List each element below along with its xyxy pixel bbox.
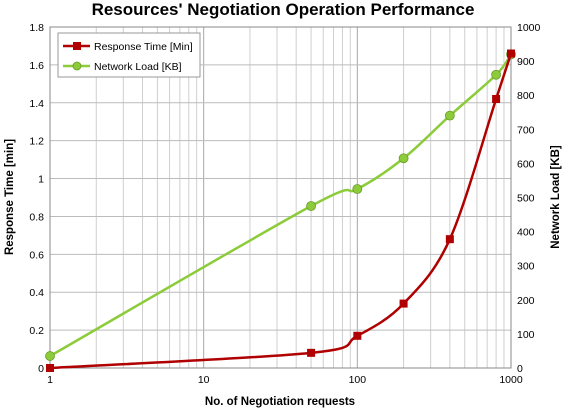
- left-tick-label: 1.4: [29, 98, 44, 110]
- data-point-network-load: [353, 184, 362, 193]
- x-tick-label: 1: [47, 374, 53, 386]
- chart-title: Resources' Negotiation Operation Perform…: [92, 0, 475, 19]
- right-tick-label: 300: [517, 261, 535, 273]
- data-point-response-time: [507, 50, 515, 58]
- x-tick-label: 10: [198, 374, 210, 386]
- data-point-network-load: [399, 154, 408, 163]
- left-tick-label: 0: [38, 363, 44, 375]
- legend-marker-network-load: [73, 62, 81, 70]
- right-tick-label: 100: [517, 329, 535, 341]
- right-tick-label: 1000: [517, 22, 541, 34]
- right-tick-label: 900: [517, 56, 535, 68]
- x-tick-label: 100: [349, 374, 367, 386]
- left-tick-label: 0.6: [29, 249, 44, 261]
- data-point-response-time: [400, 300, 408, 308]
- left-tick-label: 1.2: [29, 136, 44, 148]
- right-tick-label: 200: [517, 295, 535, 307]
- data-point-response-time: [492, 95, 500, 103]
- data-point-response-time: [307, 349, 315, 357]
- x-tick-label: 1000: [499, 374, 523, 386]
- data-point-network-load: [492, 70, 501, 79]
- data-point-response-time: [46, 364, 54, 372]
- left-tick-label: 0.8: [29, 211, 44, 223]
- right-tick-label: 700: [517, 124, 535, 136]
- legend-marker-response-time: [73, 42, 81, 50]
- data-point-response-time: [446, 235, 454, 243]
- right-tick-label: 400: [517, 227, 535, 239]
- left-tick-label: 1: [38, 174, 44, 186]
- data-point-network-load: [445, 111, 454, 120]
- data-point-network-load: [46, 352, 55, 361]
- left-tick-label: 0.4: [29, 287, 44, 299]
- right-tick-label: 800: [517, 90, 535, 102]
- right-axis-title: Network Load [KB]: [550, 145, 562, 249]
- right-tick-label: 500: [517, 193, 535, 205]
- data-point-response-time: [353, 332, 361, 340]
- data-point-network-load: [307, 202, 316, 211]
- left-axis-title: Response Time [min]: [4, 139, 16, 255]
- legend: Response Time [Min] Network Load [KB]: [58, 33, 200, 77]
- right-tick-label: 600: [517, 158, 535, 170]
- left-tick-label: 1.6: [29, 60, 44, 72]
- x-axis-title: No. of Negotiation requests: [205, 396, 355, 408]
- legend-label-response-time: Response Time [Min]: [94, 41, 193, 53]
- legend-label-network-load: Network Load [KB]: [94, 61, 182, 73]
- left-tick-label: 0.2: [29, 325, 44, 337]
- left-tick-label: 1.8: [29, 22, 44, 34]
